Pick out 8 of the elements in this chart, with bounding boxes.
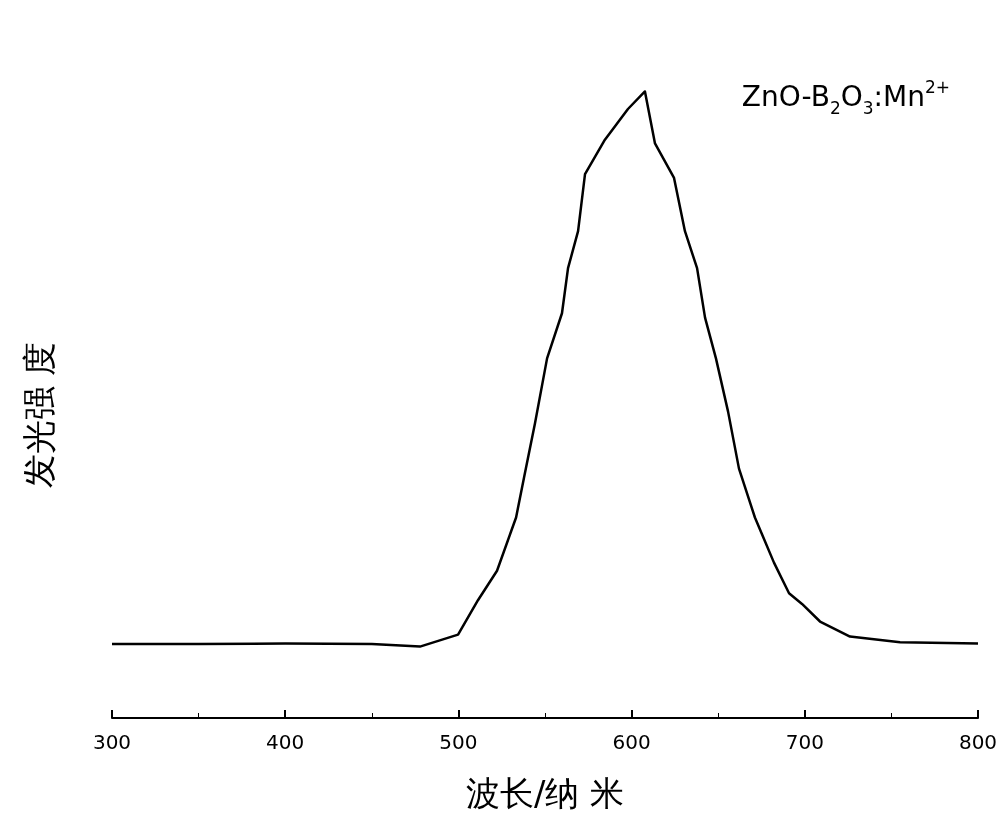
x-tick-label: 400	[266, 730, 305, 754]
x-tick-label: 800	[958, 730, 998, 754]
x-tick-label: 300	[92, 730, 132, 754]
x-tick-label: 600	[612, 730, 651, 754]
x-axis-title: 波长/纳 米	[465, 773, 625, 813]
y-axis-title: 发光强 度	[19, 341, 59, 489]
x-tick-label: 500	[439, 730, 478, 754]
x-tick-label: 700	[785, 730, 824, 754]
